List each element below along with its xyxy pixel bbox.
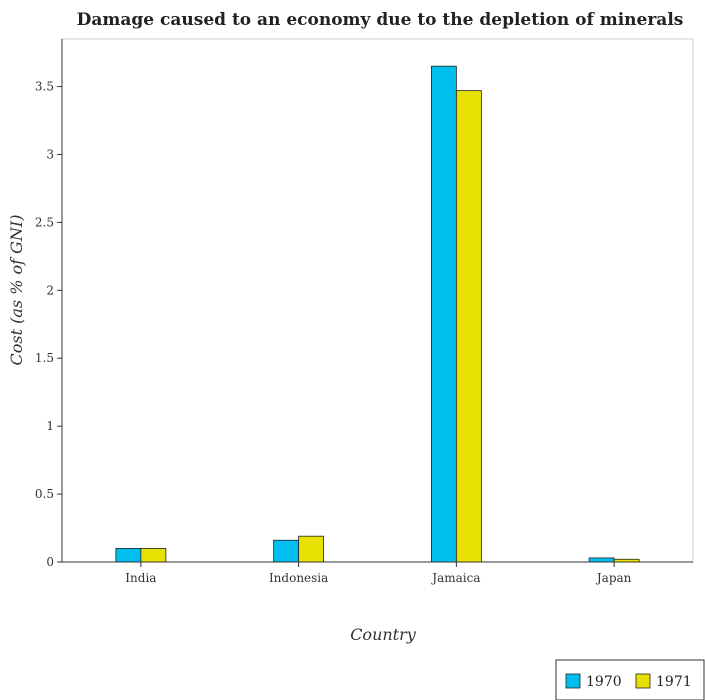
legend-box [555,659,705,700]
bar-jamaica-1971 [455,90,482,563]
y-axis: 0 0.5 1 1.5 2 2.5 3 3.5 [35,39,63,569]
legend: 1970 1971 [555,659,705,700]
legend-swatch-1971 [635,673,651,689]
x-tick-label-indonesia: Indonesia [269,571,328,585]
x-axis-label: Country [350,625,417,644]
x-tick-label-jamaica: Jamaica [430,571,480,585]
legend-label-1970: 1970 [586,674,622,690]
bar-india-1971 [140,548,167,563]
bar-indonesia-1971 [298,535,325,563]
y-tick-label: 1 [46,419,54,433]
legend-label-1971: 1971 [656,674,692,690]
y-tick-label: 0 [46,555,54,569]
y-tick-label: 2 [46,283,54,297]
y-axis-label: Cost (as % of GNI) [7,215,26,366]
y-tick-label: 3 [46,147,54,161]
x-tick-label-japan: Japan [595,571,632,585]
bar-india-1970 [115,548,142,563]
x-tick-label-india: India [125,571,156,585]
y-tick-label: 2.5 [35,215,54,229]
plot-area [61,38,694,563]
plot-border [61,38,694,563]
bar-japan-1970 [588,557,615,563]
bar-indonesia-1970 [273,539,300,563]
chart-title: Damage caused to an economy due to the d… [77,10,684,30]
y-tick-label: 3.5 [35,80,54,94]
y-tick-label: 1.5 [35,351,54,365]
bar-jamaica-1970 [430,65,457,563]
y-tick-label: 0.5 [35,487,54,501]
legend-swatch-1970 [565,673,581,689]
x-axis: India Indonesia Jamaica Japan [62,561,693,585]
